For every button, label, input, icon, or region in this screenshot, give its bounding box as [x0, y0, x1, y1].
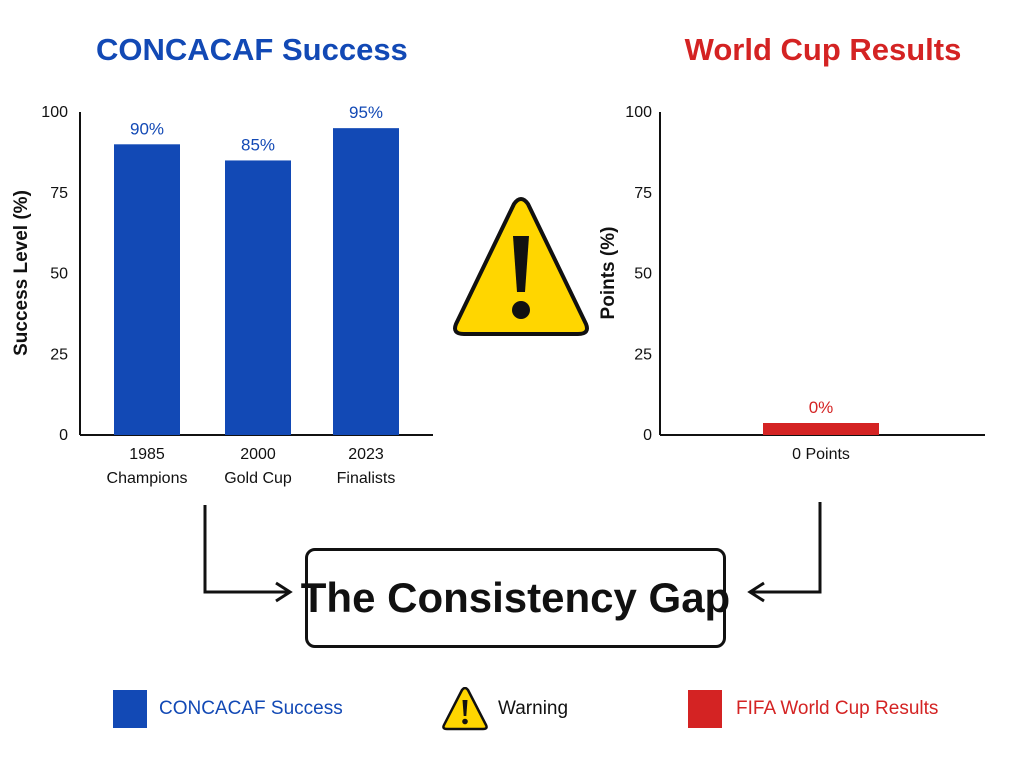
- bar: [114, 144, 180, 436]
- y-tick-label: 25: [50, 346, 68, 363]
- y-tick-label: 0: [59, 427, 68, 444]
- y-axis-label: Success Level (%): [11, 190, 32, 356]
- legend-label-concacaf: CONCACAF Success: [159, 698, 343, 719]
- y-tick-label: 100: [41, 104, 68, 121]
- consistency-gap-text: The Consistency Gap: [300, 574, 731, 621]
- x-tick-label-line: Finalists: [337, 470, 396, 487]
- legend-label-warning: Warning: [498, 698, 569, 719]
- y-tick-label: 100: [625, 104, 652, 121]
- x-tick-label-line: 1985: [129, 446, 165, 463]
- x-tick-label-line: 2023: [348, 446, 384, 463]
- data-label: 95%: [349, 103, 383, 122]
- x-tick-label-line: 2000: [240, 446, 276, 463]
- y-tick-label: 75: [50, 185, 68, 202]
- x-tick-label: 0 Points: [792, 446, 850, 463]
- data-label: 85%: [241, 135, 275, 154]
- warning-triangle-icon: [442, 687, 488, 731]
- y-tick-label: 75: [634, 185, 652, 202]
- concacaf-success-chart: 0 25 50 75 100 Success Level (%) 90% 1985 Champi…: [11, 103, 433, 487]
- legend-label-fifa: FIFA World Cup Results: [736, 698, 939, 719]
- bar: [333, 128, 399, 435]
- y-tick-label: 0: [643, 427, 652, 444]
- x-tick-label: 2023 Finalists: [337, 446, 396, 487]
- x-tick-label-line: Champions: [107, 470, 188, 487]
- x-tick-label: 1985 Champions: [107, 446, 188, 487]
- bar: [763, 423, 879, 435]
- x-tick-label: 2000 Gold Cup: [224, 446, 292, 487]
- x-tick-label-line: Gold Cup: [224, 470, 292, 487]
- world-cup-results-chart: 0 25 50 75 100 Points (%) 0% 0 Points: [598, 104, 985, 463]
- consistency-gap-box: The Consistency Gap: [301, 548, 730, 648]
- y-axis-label: Points (%): [598, 227, 619, 320]
- warning-triangle-icon: [453, 197, 589, 336]
- data-label: 90%: [130, 119, 164, 138]
- legend-item-fifa: FIFA World Cup Results: [688, 690, 938, 728]
- left-connector-arrow: [203, 505, 293, 603]
- y-tick-label: 50: [50, 266, 68, 283]
- blue-square-icon: [113, 690, 147, 728]
- red-square-icon: [688, 690, 722, 728]
- legend-item-concacaf: CONCACAF Success: [113, 690, 343, 728]
- right-connector-arrow: [747, 502, 822, 603]
- x-tick-label-line: 0 Points: [792, 446, 850, 463]
- y-tick-label: 25: [634, 346, 652, 363]
- data-label: 0%: [809, 398, 834, 417]
- y-tick-label: 50: [634, 266, 652, 283]
- concacaf-chart-title: CONCACAF Success: [96, 32, 408, 67]
- bar: [225, 160, 291, 435]
- legend-item-warning: Warning: [442, 687, 568, 731]
- world-cup-chart-title: World Cup Results: [684, 32, 962, 67]
